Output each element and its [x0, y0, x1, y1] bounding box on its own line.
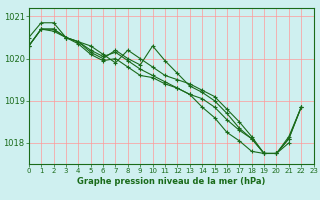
X-axis label: Graphe pression niveau de la mer (hPa): Graphe pression niveau de la mer (hPa): [77, 177, 265, 186]
